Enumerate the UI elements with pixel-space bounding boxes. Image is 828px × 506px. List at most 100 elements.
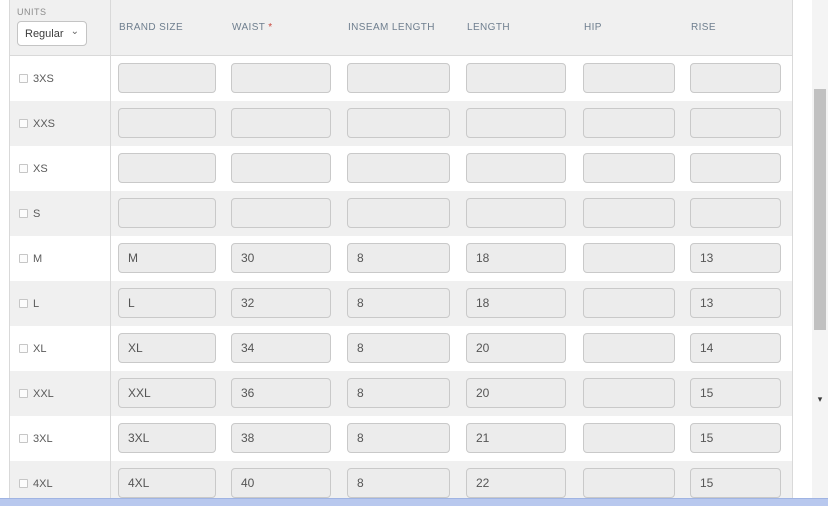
units-label: UNITS (17, 7, 47, 17)
waist-input[interactable] (231, 333, 331, 363)
waist-input[interactable] (231, 378, 331, 408)
hip-input[interactable] (583, 63, 675, 93)
waist-cell (224, 281, 340, 326)
inseam-length-input[interactable] (347, 423, 450, 453)
inseam-length-input[interactable] (347, 378, 450, 408)
rise-input[interactable] (690, 378, 781, 408)
length-input[interactable] (466, 468, 566, 498)
hip-input[interactable] (583, 198, 675, 228)
length-input[interactable] (466, 423, 566, 453)
hip-input[interactable] (583, 423, 675, 453)
row-label-cell: XL (10, 326, 111, 371)
rise-input[interactable] (690, 108, 781, 138)
inseam-length-input[interactable] (347, 63, 450, 93)
units-select[interactable]: Regular ⌄ (17, 21, 87, 46)
hip-input[interactable] (583, 108, 675, 138)
brand-size-input[interactable] (118, 243, 216, 273)
table-row: 3XL (10, 416, 792, 461)
brand-size-input[interactable] (118, 153, 216, 183)
waist-input[interactable] (231, 288, 331, 318)
row-label-cell: 3XS (10, 56, 111, 101)
inseam-length-input[interactable] (347, 198, 450, 228)
brand-size-input[interactable] (118, 288, 216, 318)
rise-input[interactable] (690, 243, 781, 273)
hip-input[interactable] (583, 243, 675, 273)
row-size-label: 4XL (33, 477, 53, 490)
hip-input[interactable] (583, 468, 675, 498)
rise-input[interactable] (690, 333, 781, 363)
column-header: INSEAM LENGTH (348, 22, 435, 33)
inseam-length-input[interactable] (347, 288, 450, 318)
brand-size-input[interactable] (118, 108, 216, 138)
waist-input[interactable] (231, 108, 331, 138)
row-checkbox[interactable] (19, 389, 28, 398)
table-row: XXL (10, 371, 792, 416)
row-size-label: XXS (33, 117, 56, 130)
row-checkbox[interactable] (19, 254, 28, 263)
hip-input[interactable] (583, 288, 675, 318)
rise-cell (683, 461, 792, 506)
brand-size-cell (111, 146, 224, 191)
length-input[interactable] (466, 333, 566, 363)
rise-input[interactable] (690, 423, 781, 453)
waist-input[interactable] (231, 63, 331, 93)
rise-cell (683, 101, 792, 146)
brand-size-input[interactable] (118, 198, 216, 228)
rise-input[interactable] (690, 288, 781, 318)
row-checkbox[interactable] (19, 434, 28, 443)
inseam-length-input[interactable] (347, 468, 450, 498)
brand-size-input[interactable] (118, 63, 216, 93)
rise-input[interactable] (690, 153, 781, 183)
hip-input[interactable] (583, 153, 675, 183)
scroll-down-arrow-icon[interactable]: ▾ (817, 393, 823, 404)
brand-size-input[interactable] (118, 333, 216, 363)
length-input[interactable] (466, 108, 566, 138)
row-checkbox[interactable] (19, 209, 28, 218)
vertical-scrollbar-thumb[interactable] (814, 89, 826, 330)
row-label-cell: XS (10, 146, 111, 191)
brand-size-input[interactable] (118, 423, 216, 453)
waist-cell (224, 416, 340, 461)
hip-input[interactable] (583, 333, 675, 363)
row-size-label: XS (33, 162, 48, 175)
length-input[interactable] (466, 288, 566, 318)
brand-size-input[interactable] (118, 468, 216, 498)
row-checkbox[interactable] (19, 119, 28, 128)
brand-size-input[interactable] (118, 378, 216, 408)
hip-cell (576, 416, 683, 461)
waist-input[interactable] (231, 153, 331, 183)
inseam-length-input[interactable] (347, 153, 450, 183)
row-checkbox[interactable] (19, 344, 28, 353)
waist-input[interactable] (231, 468, 331, 498)
rise-cell (683, 416, 792, 461)
rise-cell (683, 236, 792, 281)
length-input[interactable] (466, 378, 566, 408)
hip-input[interactable] (583, 378, 675, 408)
row-checkbox[interactable] (19, 299, 28, 308)
horizontal-scrollbar[interactable] (0, 498, 828, 506)
rise-cell (683, 56, 792, 101)
length-input[interactable] (466, 63, 566, 93)
inseam-length-input[interactable] (347, 108, 450, 138)
row-checkbox[interactable] (19, 479, 28, 488)
vertical-scrollbar[interactable]: ▾ (812, 0, 828, 498)
inseam-length-cell (340, 461, 459, 506)
row-size-label: XL (33, 342, 47, 355)
waist-input[interactable] (231, 423, 331, 453)
row-checkbox[interactable] (19, 74, 28, 83)
waist-input[interactable] (231, 243, 331, 273)
rise-input[interactable] (690, 198, 781, 228)
waist-input[interactable] (231, 198, 331, 228)
rise-input[interactable] (690, 468, 781, 498)
inseam-length-input[interactable] (347, 243, 450, 273)
hip-cell (576, 101, 683, 146)
length-input[interactable] (466, 153, 566, 183)
rise-input[interactable] (690, 63, 781, 93)
inseam-length-input[interactable] (347, 333, 450, 363)
length-input[interactable] (466, 243, 566, 273)
length-cell (459, 101, 576, 146)
rise-cell (683, 281, 792, 326)
length-input[interactable] (466, 198, 566, 228)
row-checkbox[interactable] (19, 164, 28, 173)
